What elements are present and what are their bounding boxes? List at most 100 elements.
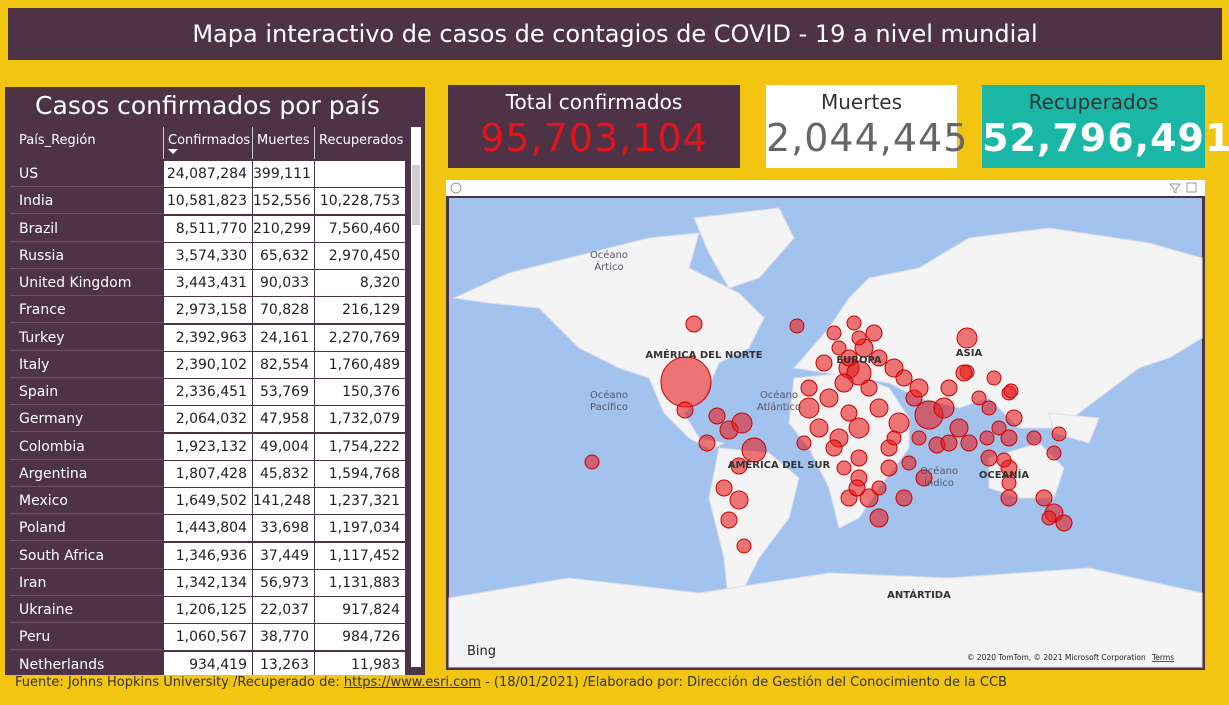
bubble[interactable]	[955, 364, 973, 382]
bubble[interactable]	[741, 437, 767, 463]
bubble[interactable]	[698, 434, 716, 452]
bubble[interactable]	[819, 388, 839, 408]
bubble[interactable]	[940, 434, 958, 452]
bubble[interactable]	[979, 430, 995, 446]
column-header[interactable]: Muertes	[257, 133, 310, 148]
number-cell: 2,270,769	[315, 324, 405, 351]
bubble[interactable]	[869, 398, 889, 418]
bubble[interactable]	[834, 373, 854, 393]
bubble[interactable]	[911, 430, 927, 446]
bubble[interactable]	[870, 349, 888, 367]
bubble[interactable]	[1051, 426, 1067, 442]
bubble[interactable]	[940, 379, 958, 397]
bubble[interactable]	[848, 417, 870, 439]
bubble[interactable]	[846, 315, 862, 331]
bubble[interactable]	[1000, 429, 1018, 447]
bubble[interactable]	[949, 418, 969, 438]
bubble[interactable]	[869, 508, 889, 528]
footer: Fuente: Johns Hopkins University /Recupe…	[15, 675, 1007, 690]
bubble[interactable]	[1046, 445, 1062, 461]
bubble[interactable]	[660, 356, 712, 408]
bubble[interactable]	[880, 459, 898, 477]
bubble[interactable]	[850, 449, 868, 467]
bubble[interactable]	[901, 455, 917, 471]
bubble[interactable]	[859, 488, 879, 508]
country-cell: Brazil	[10, 216, 163, 242]
country-cell: Netherlands	[10, 652, 163, 676]
bubble[interactable]	[796, 435, 812, 451]
bubble[interactable]	[886, 430, 902, 446]
bubble[interactable]	[851, 330, 867, 346]
bubble[interactable]	[676, 401, 694, 419]
bubble[interactable]	[981, 400, 997, 416]
bubble[interactable]	[895, 369, 913, 387]
bubble[interactable]	[871, 480, 887, 496]
bubble[interactable]	[865, 324, 883, 342]
bubble[interactable]	[809, 418, 829, 438]
column-divider	[163, 127, 164, 159]
bubble[interactable]	[840, 404, 858, 422]
filter-icon[interactable]	[1168, 183, 1182, 194]
bubble[interactable]	[584, 454, 600, 470]
bubble[interactable]	[980, 449, 998, 467]
bubble[interactable]	[996, 452, 1012, 468]
bubble[interactable]	[909, 378, 929, 398]
bubble[interactable]	[971, 390, 987, 406]
bubble[interactable]	[846, 360, 872, 386]
number-cell: 22,037	[253, 597, 314, 623]
column-header[interactable]: Confirmados	[168, 133, 251, 148]
bubble[interactable]	[1003, 383, 1019, 399]
scroll-thumb[interactable]	[412, 165, 420, 225]
bubble[interactable]	[730, 457, 748, 475]
number-cell: 399,111	[253, 161, 314, 187]
bubble[interactable]	[991, 420, 1007, 436]
column-header[interactable]: País_Región	[19, 133, 96, 148]
bubble[interactable]	[1005, 409, 1023, 427]
bubble[interactable]	[1035, 489, 1053, 507]
bubble[interactable]	[831, 340, 847, 356]
bubble[interactable]	[933, 397, 955, 419]
map-terms[interactable]: Terms	[1151, 653, 1174, 662]
bubble[interactable]	[860, 379, 878, 397]
bubble[interactable]	[888, 412, 910, 434]
bubble[interactable]	[986, 370, 1002, 386]
bubble[interactable]	[800, 379, 818, 397]
info-icon[interactable]	[450, 182, 462, 194]
bubble[interactable]	[815, 354, 833, 372]
sort-arrow	[168, 149, 178, 154]
bubble[interactable]	[798, 397, 820, 419]
bubble[interactable]	[956, 327, 978, 349]
bubble[interactable]	[848, 479, 866, 497]
bubble[interactable]	[1055, 514, 1073, 532]
bubble[interactable]	[729, 490, 749, 510]
bubble[interactable]	[826, 325, 842, 341]
map-label: Océano	[590, 249, 628, 261]
bubble[interactable]	[895, 489, 913, 507]
bubble[interactable]	[836, 460, 852, 476]
number-cell: 38,770	[253, 624, 314, 651]
bubble[interactable]	[960, 434, 978, 452]
bubble[interactable]	[1026, 430, 1042, 446]
number-cell: 917,824	[315, 597, 405, 623]
bubble[interactable]	[1000, 489, 1018, 507]
number-cell: 70,828	[253, 297, 314, 324]
scrollbar[interactable]	[411, 127, 421, 667]
bubble[interactable]	[731, 412, 753, 434]
bubble[interactable]	[708, 407, 726, 425]
bubble[interactable]	[720, 511, 738, 529]
country-cell: India	[10, 188, 163, 215]
footer-link[interactable]: https://www.esri.com	[343, 675, 481, 690]
bubble[interactable]	[736, 538, 752, 554]
focus-icon[interactable]	[1186, 182, 1197, 193]
bubble[interactable]	[1001, 475, 1017, 491]
bubble[interactable]	[840, 349, 858, 367]
number-cell	[315, 161, 405, 187]
bubble[interactable]	[789, 318, 805, 334]
bubble[interactable]	[685, 315, 703, 333]
bubble[interactable]	[715, 479, 733, 497]
bubble[interactable]	[1041, 510, 1057, 526]
column-header[interactable]: Recuperados	[319, 133, 404, 148]
number-cell: 1,237,321	[315, 488, 405, 514]
bubble[interactable]	[915, 469, 933, 487]
bubble[interactable]	[825, 439, 843, 457]
